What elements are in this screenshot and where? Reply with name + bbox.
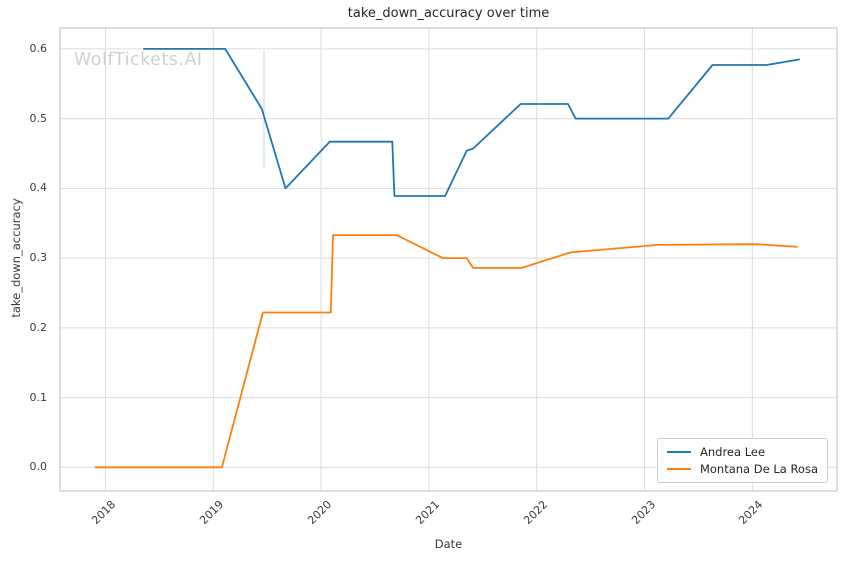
y-tick-label: 0.2 [29,320,48,334]
plot-border [59,27,838,492]
y-tick-label: 0.6 [29,41,48,55]
legend-line-swatch [667,468,691,471]
legend: Andrea Lee Montana De La Rosa [657,438,828,483]
series-line-1 [94,234,798,469]
y-tick-label: 0.3 [29,251,48,265]
legend-item: Montana De La Rosa [667,462,818,476]
y-tick-label: 0.0 [29,460,48,474]
y-tick-label: 0.4 [29,181,48,195]
chart-title: take_down_accuracy over time [347,6,550,21]
legend-line-swatch [667,450,691,453]
y-tick-label: 0.5 [29,111,48,125]
x-axis-label: Date [434,537,463,551]
watermark: WolfTickets.AI [74,50,203,70]
legend-item: Andrea Lee [667,445,818,459]
legend-label: Andrea Lee [700,444,766,459]
y-tick-label: 0.1 [29,390,48,404]
series-line-0 [143,48,800,197]
legend-label: Montana De La Rosa [699,462,818,477]
